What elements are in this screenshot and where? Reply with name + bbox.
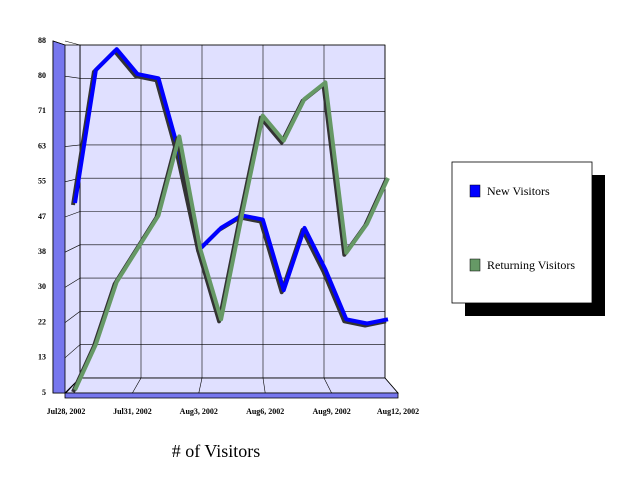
x-tick-label: Aug9, 2002 [312,407,350,416]
side-wall-edge [52,40,66,394]
x-tick-label: Jul31, 2002 [113,407,152,416]
y-tick-label: 55 [38,177,46,186]
grid-line-side [64,144,81,147]
grid-line-side [64,277,81,288]
y-tick-label: 38 [38,247,46,256]
grid-line-side [64,75,81,79]
floor [64,377,399,394]
grid-line-side [64,211,81,218]
x-tick-label: Aug6, 2002 [246,407,284,416]
floor-line-x [323,377,332,394]
legend-swatch [469,184,481,198]
line [73,80,390,391]
floor-line-x [132,377,142,394]
legend-swatch [469,258,481,272]
line [73,47,389,326]
x-tick-label: Aug12, 2002 [377,407,419,416]
floor-line-x [198,377,203,394]
y-tick-label: 47 [38,212,46,221]
y-tick-label: 80 [38,71,46,80]
x-tick-label: Aug3, 2002 [180,407,218,416]
grid-line-side [64,344,81,359]
y-tick-label: 63 [38,141,46,150]
floor-edge [64,392,399,399]
y-tick-label: 71 [38,106,46,115]
y-tick-label: 88 [38,36,46,45]
y-tick-label: 22 [38,317,46,326]
floor-line-x [262,377,266,394]
grid-line-side [64,244,81,253]
y-tick-label: 30 [38,282,46,291]
grid-line-side [64,311,81,323]
x-tick-label: Jul28, 2002 [47,407,86,416]
legend-label: Returning Visitors [487,258,575,272]
chart-title: # of Visitors [172,441,261,461]
floor-line-x [384,377,399,394]
grid-line-side [64,40,81,46]
y-tick-label: 5 [42,388,46,397]
y-tick-label: 13 [38,353,46,362]
legend-label: New Visitors [487,184,550,198]
